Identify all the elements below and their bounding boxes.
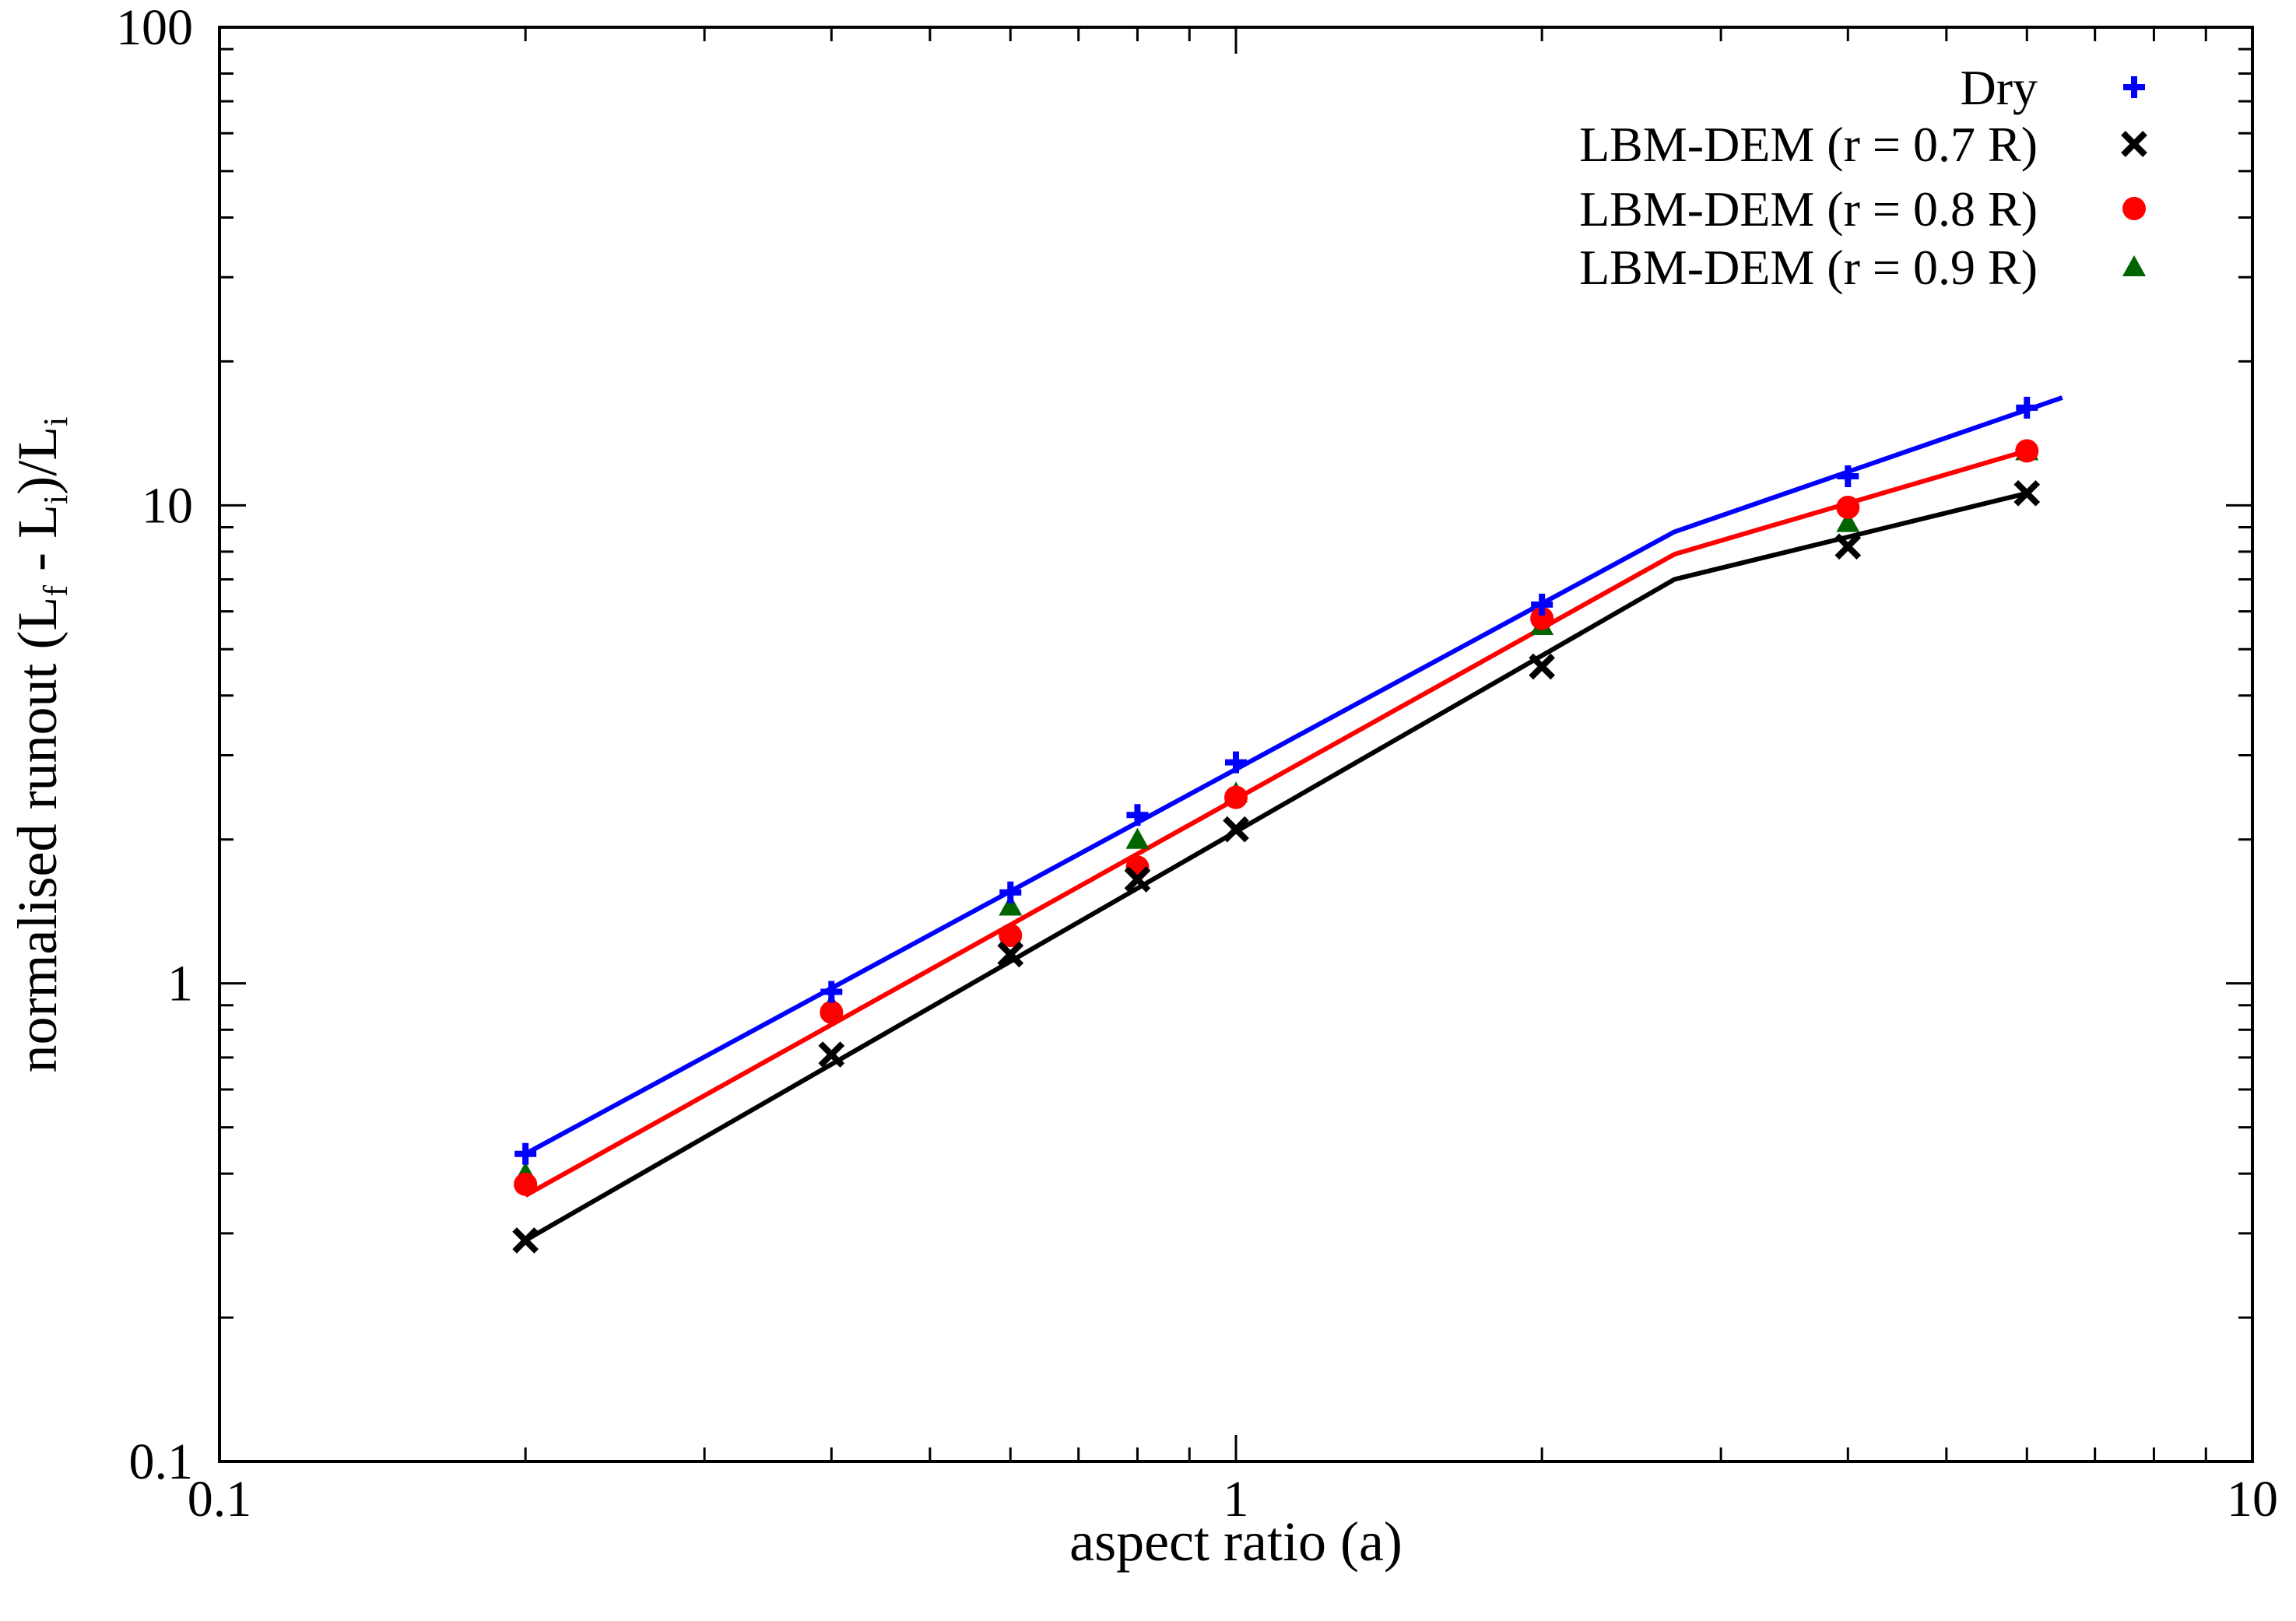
data-point bbox=[1531, 593, 1553, 616]
y-axis-title-middle: - L bbox=[6, 504, 68, 585]
fit-line bbox=[524, 395, 2063, 1156]
data-point bbox=[1125, 827, 1150, 849]
y-axis-title-sub-i2: i bbox=[37, 417, 75, 426]
marker-stroke bbox=[1529, 653, 1555, 680]
data-point bbox=[512, 1227, 539, 1254]
marker-stroke bbox=[512, 1227, 539, 1254]
data-point bbox=[1834, 533, 1862, 560]
legend-marker bbox=[2122, 255, 2146, 276]
y-axis-title-suffix: )/L bbox=[6, 426, 68, 495]
data-point bbox=[820, 1000, 844, 1024]
legend-marker bbox=[2122, 197, 2146, 220]
data-point bbox=[999, 894, 1023, 916]
marker-stroke bbox=[1223, 816, 1249, 843]
data-point bbox=[1836, 511, 1860, 532]
data-point bbox=[1529, 653, 1555, 680]
data-point bbox=[514, 1172, 538, 1196]
data-point bbox=[2016, 396, 2038, 419]
data-point bbox=[1124, 866, 1151, 893]
marker-stroke bbox=[2121, 131, 2147, 157]
y-tick-label: 0.1 bbox=[129, 1433, 194, 1490]
marker-stroke bbox=[1834, 533, 1862, 560]
x-tick-labels: 0.1 1 10 bbox=[188, 1471, 2278, 1528]
fit-line bbox=[524, 448, 2028, 1198]
x-tick-label: 10 bbox=[2227, 1471, 2278, 1528]
y-tick-label: 10 bbox=[142, 477, 193, 534]
x-axis-title: aspect ratio (a) bbox=[1069, 1510, 1403, 1573]
data-point bbox=[997, 941, 1024, 968]
y-tick-label: 100 bbox=[116, 0, 193, 56]
y-axis-title-sub-f: f bbox=[37, 585, 75, 597]
legend-label: LBM-DEM (r = 0.9 R) bbox=[1579, 240, 2038, 295]
data-point bbox=[2013, 479, 2041, 507]
data-markers bbox=[512, 396, 2041, 1254]
data-point bbox=[1530, 606, 1554, 630]
fit-lines bbox=[524, 395, 2063, 1243]
minor-ticks bbox=[219, 27, 2252, 1461]
data-point bbox=[999, 924, 1023, 948]
legend-label: Dry bbox=[1960, 60, 2038, 115]
y-tick-label: 1 bbox=[167, 956, 193, 1012]
y-tick-labels: 0.1 1 10 100 bbox=[116, 0, 193, 1490]
legend-marker bbox=[2121, 131, 2147, 157]
y-axis-title-prefix: normalised runout (L bbox=[6, 597, 68, 1073]
legend-label: LBM-DEM (r = 0.8 R) bbox=[1579, 181, 2038, 237]
major-ticks bbox=[218, 27, 2252, 1463]
legend-marker bbox=[2123, 76, 2145, 98]
data-point bbox=[820, 981, 843, 1003]
data-point bbox=[514, 1142, 537, 1165]
y-axis-title-sub-i1: i bbox=[37, 495, 75, 504]
marker-stroke bbox=[818, 1041, 845, 1068]
data-point bbox=[1126, 804, 1149, 826]
x-tick-label: 1 bbox=[1223, 1471, 1249, 1528]
marker-stroke bbox=[997, 941, 1024, 968]
x-tick-label: 0.1 bbox=[188, 1471, 252, 1528]
data-point bbox=[818, 1041, 845, 1068]
data-point bbox=[999, 881, 1022, 903]
data-point bbox=[1837, 465, 1859, 488]
data-point bbox=[1223, 816, 1249, 843]
marker-stroke bbox=[2013, 479, 2041, 507]
legend-label: LBM-DEM (r = 0.7 R) bbox=[1579, 117, 2038, 172]
data-point bbox=[1836, 496, 1860, 520]
data-point bbox=[1225, 751, 1247, 774]
y-axis-title: normalised runout (Lf - Li)/Li bbox=[6, 417, 75, 1073]
data-point bbox=[1224, 785, 1248, 809]
marker-stroke bbox=[1124, 866, 1151, 893]
data-point bbox=[2015, 439, 2039, 463]
fit-line bbox=[524, 490, 2028, 1243]
